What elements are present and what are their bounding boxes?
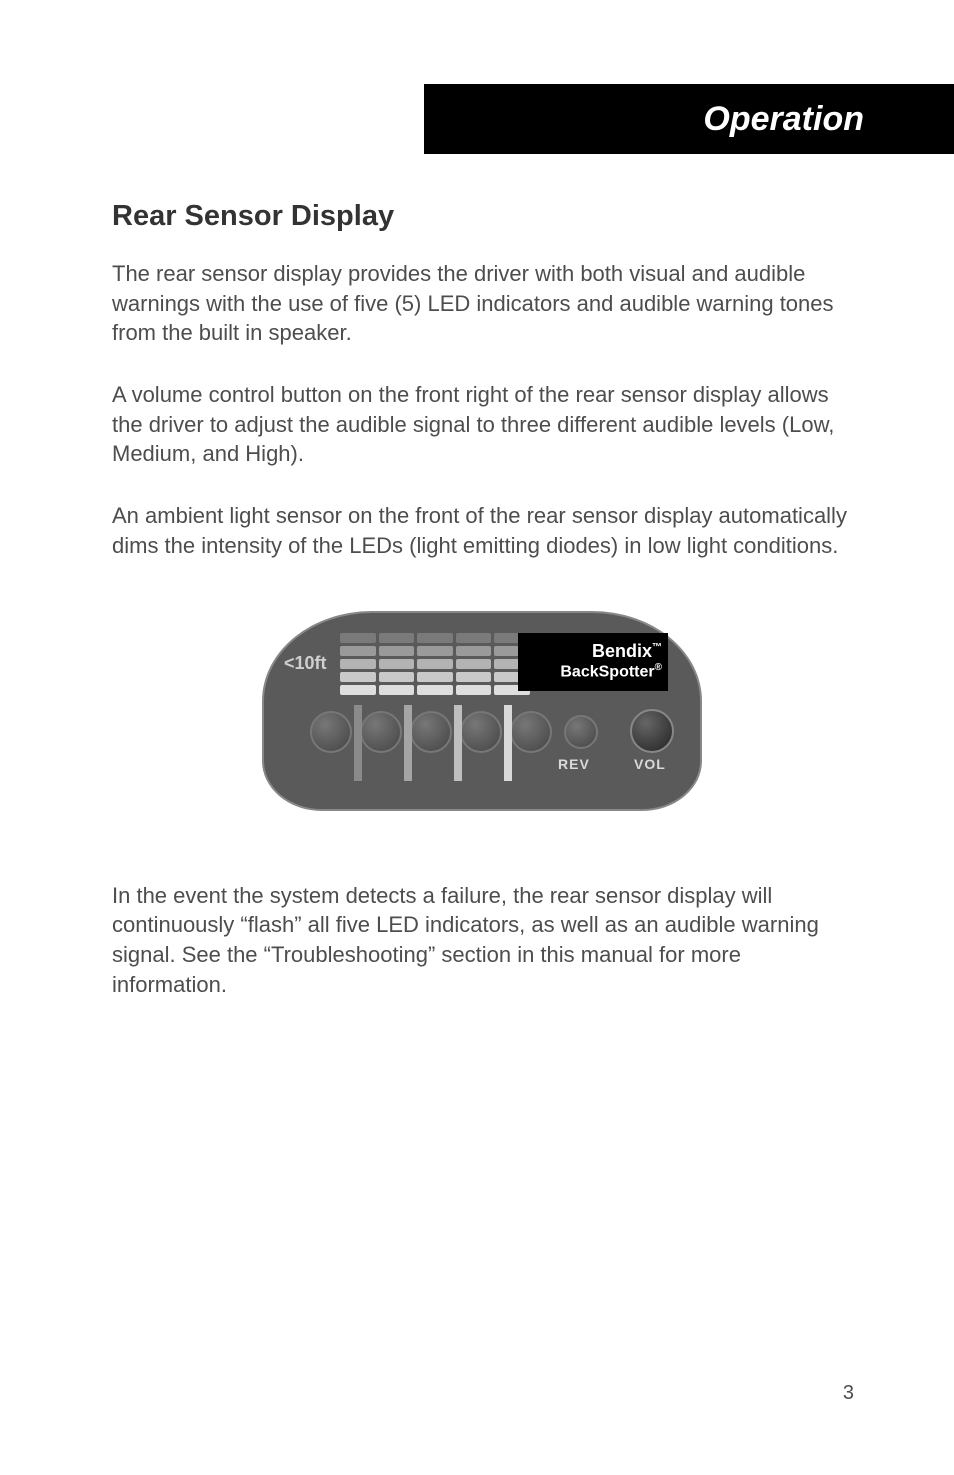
body-paragraph-3: An ambient light sensor on the front of … — [112, 501, 852, 560]
rear-sensor-display-device: <10ft Bendix™ BackSpotter® — [262, 611, 702, 811]
brand-line-2: BackSpotter® — [560, 662, 662, 681]
section-header-band: Operation — [424, 84, 954, 154]
device-figure: <10ft Bendix™ BackSpotter® — [112, 611, 852, 811]
trademark-symbol: ™ — [652, 642, 662, 653]
section-heading: Rear Sensor Display — [112, 200, 852, 233]
brand-block: Bendix™ BackSpotter® — [518, 633, 668, 691]
stripe-3 — [454, 705, 462, 781]
led-1 — [340, 633, 376, 695]
page-content: Rear Sensor Display The rear sensor disp… — [112, 200, 852, 1031]
button-circle-2 — [360, 711, 402, 753]
volume-button — [630, 709, 674, 753]
body-paragraph-4: In the event the system detects a failur… — [112, 881, 852, 1000]
rev-indicator — [564, 715, 598, 749]
section-header-title: Operation — [703, 100, 864, 139]
vol-label: VOL — [634, 756, 666, 772]
brand-name-2: BackSpotter — [560, 664, 654, 681]
led-3 — [417, 633, 453, 695]
page-number: 3 — [843, 1382, 854, 1405]
button-circle-5 — [510, 711, 552, 753]
stripe-4 — [504, 705, 512, 781]
rev-label: REV — [558, 756, 590, 772]
brand-name-1: Bendix — [592, 641, 652, 661]
button-circle-4 — [460, 711, 502, 753]
distance-label: <10ft — [284, 653, 327, 674]
button-circle-1 — [310, 711, 352, 753]
body-paragraph-2: A volume control button on the front rig… — [112, 380, 852, 469]
stripe-2 — [404, 705, 412, 781]
led-row — [340, 633, 530, 695]
registered-symbol: ® — [655, 662, 662, 673]
body-paragraph-1: The rear sensor display provides the dri… — [112, 259, 852, 348]
led-4 — [456, 633, 492, 695]
brand-line-1: Bendix™ — [592, 641, 662, 662]
led-2 — [379, 633, 415, 695]
stripe-1 — [354, 705, 362, 781]
button-circle-3 — [410, 711, 452, 753]
